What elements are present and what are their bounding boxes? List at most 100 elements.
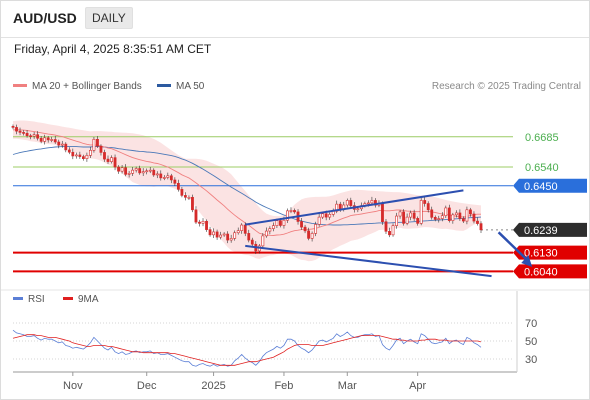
candle <box>85 155 89 159</box>
candle <box>345 200 349 206</box>
candle <box>451 214 455 221</box>
candle <box>282 219 286 226</box>
legend-rsi-label: RSI <box>28 294 45 305</box>
candle <box>81 156 85 159</box>
level-tag-5 <box>513 264 587 279</box>
level-label-5: 0.6040 <box>524 266 558 278</box>
candle <box>437 218 441 220</box>
candle <box>416 218 420 224</box>
candle <box>412 212 416 219</box>
candle <box>409 212 413 218</box>
candle <box>53 139 57 143</box>
candle <box>117 166 120 172</box>
legend-rsi: RSI <box>13 294 45 305</box>
candle <box>11 126 15 128</box>
candle <box>15 127 18 132</box>
candle <box>447 207 451 221</box>
candle <box>419 200 423 224</box>
candle <box>465 209 469 222</box>
candle <box>169 175 173 181</box>
legend-rsi-ma-label: 9MA <box>78 294 99 305</box>
rsi-tick-0: 70 <box>525 318 537 330</box>
candle <box>57 141 61 146</box>
candle <box>268 228 272 232</box>
candle <box>261 235 265 247</box>
candle <box>110 157 113 162</box>
candle <box>321 213 325 218</box>
candle <box>145 170 149 173</box>
candle <box>89 150 92 156</box>
candle <box>92 138 96 151</box>
level-label-1: 0.6540 <box>525 162 559 174</box>
rsi-ma-line <box>12 334 482 366</box>
candle <box>430 209 434 218</box>
candle <box>250 239 254 245</box>
candle <box>324 213 328 218</box>
candle <box>198 221 201 224</box>
candle <box>303 226 307 232</box>
legend-ma50-label: MA 50 <box>176 81 205 92</box>
candle <box>328 214 332 218</box>
candle <box>205 220 208 230</box>
candle <box>191 196 194 211</box>
candle <box>476 220 479 224</box>
candle <box>64 143 68 151</box>
candle <box>201 220 205 224</box>
candle <box>366 202 370 205</box>
candle <box>106 158 110 162</box>
x-tick-label-4: Mar <box>338 380 357 392</box>
x-tick-label-5: Apr <box>409 380 426 392</box>
candle <box>395 215 398 226</box>
candle <box>275 220 279 226</box>
timeframe-button[interactable]: DAILY <box>85 7 133 29</box>
candle <box>440 215 444 219</box>
candle <box>96 138 99 147</box>
candle <box>289 210 293 212</box>
candle <box>349 200 353 206</box>
timestamp: Friday, April 4, 2025 8:35:51 AM CET <box>14 42 212 56</box>
candle <box>25 132 29 137</box>
symbol-title: AUD/USD <box>13 10 77 26</box>
candle <box>426 203 430 211</box>
candle <box>310 233 314 239</box>
candle <box>215 231 219 238</box>
candle <box>46 137 50 141</box>
candle <box>67 149 71 153</box>
level-tag-4 <box>513 245 587 260</box>
candle <box>384 221 388 232</box>
candle <box>60 143 64 146</box>
candle <box>152 169 156 176</box>
candle <box>78 154 82 157</box>
projection-arrow-shaft <box>497 231 529 261</box>
candle <box>264 230 268 237</box>
candle <box>236 230 240 234</box>
candle <box>124 167 128 175</box>
candle <box>74 154 78 157</box>
x-tick-label-1: Dec <box>137 380 157 392</box>
candle <box>138 168 142 174</box>
candle <box>454 212 458 216</box>
candle <box>32 134 36 137</box>
x-tick-label-0: Nov <box>63 380 83 392</box>
legend-ma20-label: MA 20 + Bollinger Bands <box>32 81 142 92</box>
candle <box>271 225 275 229</box>
level-tag-3 <box>513 222 587 237</box>
candle <box>391 225 395 236</box>
candle <box>307 230 310 239</box>
candle <box>398 211 402 217</box>
candle <box>402 211 405 224</box>
candle <box>222 233 226 236</box>
candle <box>219 234 223 238</box>
candle <box>127 172 131 175</box>
rsi-tick-1: 50 <box>525 336 537 348</box>
candle <box>166 175 170 178</box>
candle <box>229 238 233 241</box>
candle <box>71 151 75 157</box>
wedge-upper-trendline <box>245 189 464 226</box>
candle <box>240 224 244 231</box>
projection-arrow-head <box>521 255 533 268</box>
candle <box>36 134 40 139</box>
candle <box>293 210 296 213</box>
